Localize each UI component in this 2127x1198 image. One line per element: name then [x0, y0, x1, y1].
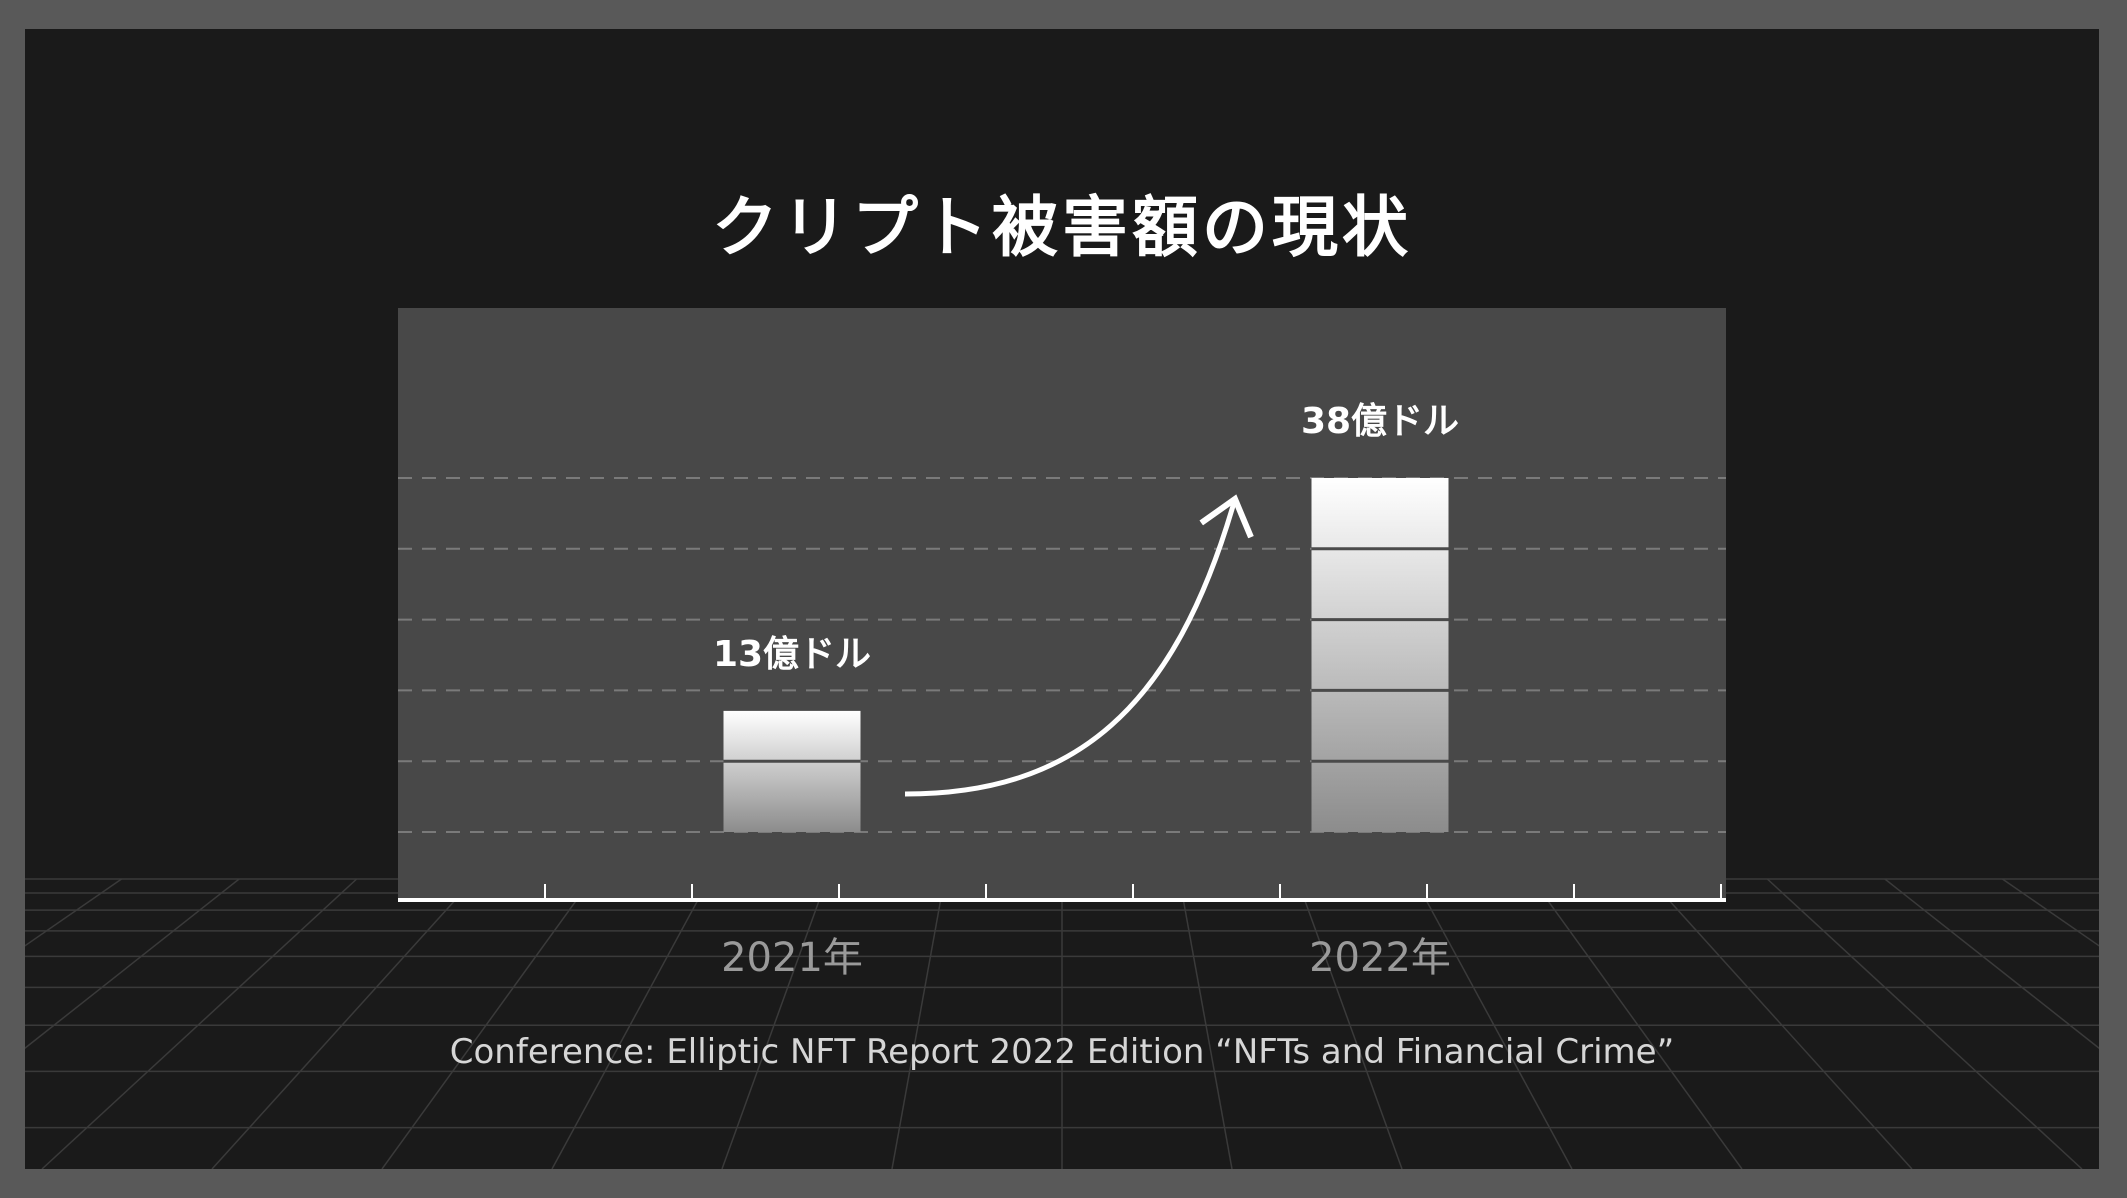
floor-grid-line: [211, 878, 475, 1169]
bar-chart: 13億ドル 2021年 38億ドル 2022年: [398, 308, 1726, 981]
x-axis-ticks: [544, 884, 1722, 900]
labels: 13億ドル 2021年 38億ドル 2022年: [713, 401, 1459, 981]
floor-grid-line: [551, 878, 710, 1169]
gridlines: [398, 477, 1726, 833]
bar-2022年: [1311, 478, 1449, 832]
x-tick-label: 2021年: [721, 935, 863, 981]
growth-arrow: [904, 499, 1235, 797]
floor-grid-line: [721, 878, 828, 1169]
floor-grid-line: [25, 878, 123, 947]
data-label: 13億ドル: [713, 634, 871, 675]
source-citation: Conference: Elliptic NFT Report 2022 Edi…: [449, 1032, 1675, 1072]
floor-grid-line: [41, 878, 358, 1169]
floor-grid-line: [1884, 878, 2099, 1050]
floor-grid-line: [1414, 878, 1573, 1169]
bar-2021年: [723, 710, 861, 832]
floor-grid-line: [891, 878, 946, 1169]
floor-grid-line: [381, 878, 593, 1169]
floor-grid-line: [1649, 878, 1913, 1169]
slide: クリプト被害額の現状 13億ドル 2021年 38億ドル 2022年 Conferen…: [25, 29, 2099, 1169]
plot-area: [398, 308, 1726, 899]
page-title: クリプト被害額の現状: [712, 189, 1412, 266]
x-tick-label: 2022年: [1309, 935, 1451, 981]
floor-grid-line: [25, 878, 240, 1050]
floor-grid-line: [1766, 878, 2083, 1169]
data-label: 38億ドル: [1301, 401, 1459, 442]
floor-grid-line: [1531, 878, 1743, 1169]
floor-grid-line: [1296, 878, 1403, 1169]
bars: [723, 478, 1449, 832]
floor-grid-line: [2001, 878, 2099, 947]
floor-grid-line: [1178, 878, 1233, 1169]
